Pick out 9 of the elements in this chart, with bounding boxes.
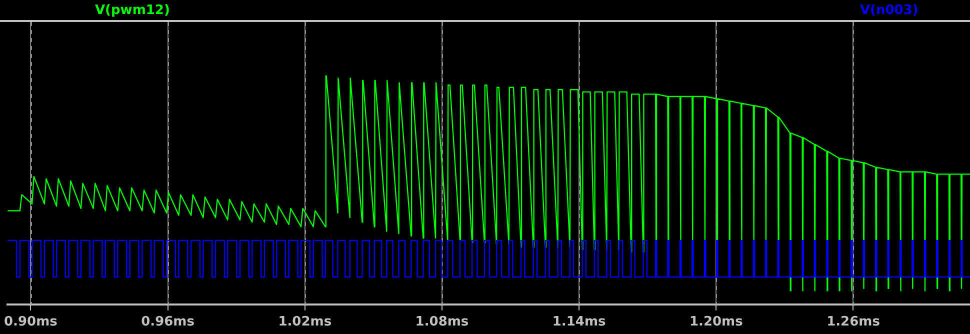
x-tick-label: 1.20ms (689, 314, 744, 330)
x-tick-label: 1.08ms (415, 314, 469, 330)
x-tick-label: 0.90ms (4, 314, 58, 330)
x-tick-label: 1.14ms (552, 314, 606, 330)
text: V(n003) (860, 3, 918, 18)
x-tick-label: 1.02ms (278, 314, 332, 330)
text: V(pwm12) (95, 3, 170, 18)
x-tick-label: 1.26ms (826, 314, 880, 330)
x-tick-label: 0.96ms (141, 314, 195, 330)
